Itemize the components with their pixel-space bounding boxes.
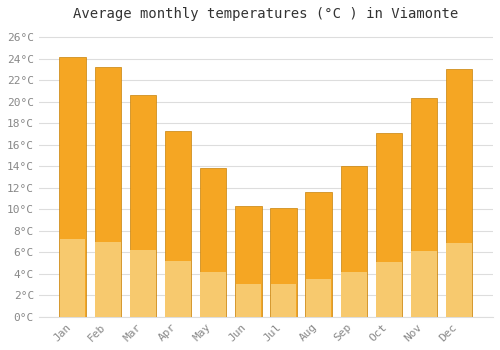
Bar	[306, 192, 332, 317]
Bar	[94, 67, 121, 317]
Bar	[306, 279, 332, 317]
Bar	[60, 57, 86, 317]
Bar	[95, 242, 120, 317]
Bar	[376, 261, 402, 317]
Bar	[130, 95, 156, 317]
Bar	[412, 251, 437, 317]
Bar	[270, 208, 296, 317]
Title: Average monthly temperatures (°C ) in Viamonte: Average monthly temperatures (°C ) in Vi…	[74, 7, 458, 21]
Bar	[446, 243, 472, 317]
Bar	[411, 98, 438, 317]
Bar	[270, 284, 296, 317]
Bar	[235, 206, 262, 317]
Bar	[165, 261, 191, 317]
Bar	[165, 131, 191, 317]
Bar	[341, 272, 366, 317]
Bar	[130, 250, 156, 317]
Bar	[236, 284, 261, 317]
Bar	[200, 272, 226, 317]
Bar	[446, 69, 472, 317]
Bar	[340, 166, 367, 317]
Bar	[60, 239, 86, 317]
Bar	[376, 133, 402, 317]
Bar	[200, 168, 226, 317]
